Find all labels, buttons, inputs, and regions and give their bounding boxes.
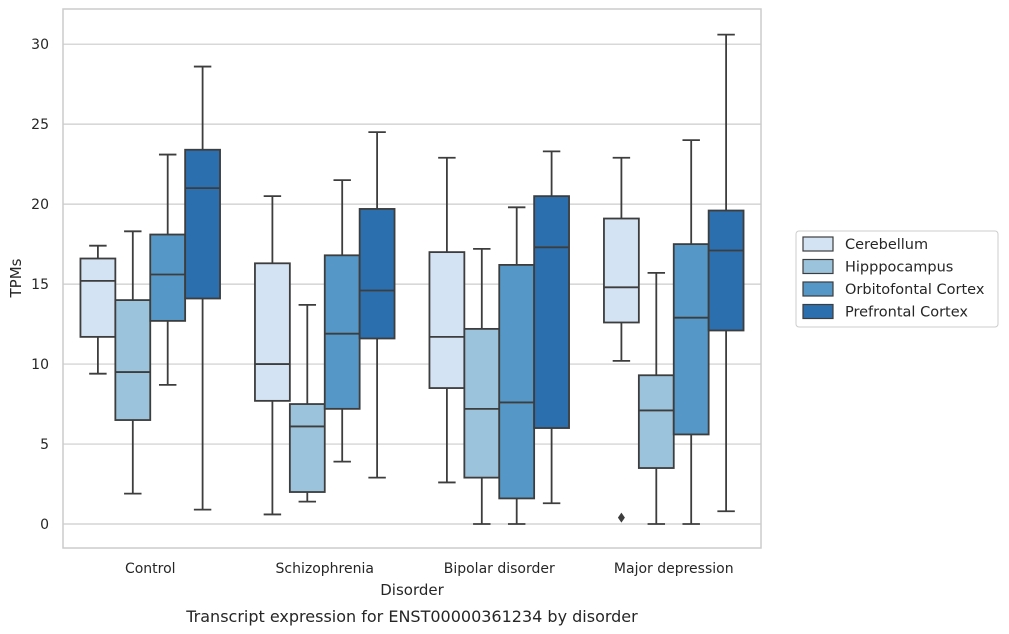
box-3-0 bbox=[184, 65, 221, 511]
box-3-3 bbox=[707, 33, 745, 513]
x-tick-label-3: Major depression bbox=[614, 561, 734, 577]
y-tick-label-2: 10 bbox=[31, 357, 49, 373]
legend-swatch-2 bbox=[802, 281, 834, 297]
box-3-1 bbox=[358, 131, 396, 479]
box-body bbox=[79, 257, 117, 338]
box-2-3 bbox=[672, 139, 710, 525]
box-0-0 bbox=[79, 244, 117, 375]
legend-label-1: Hipppocampus bbox=[845, 260, 953, 276]
legend-frame bbox=[795, 230, 999, 328]
box-3-2 bbox=[533, 150, 570, 505]
y-tick-label-4: 20 bbox=[31, 197, 49, 213]
box-body bbox=[603, 217, 640, 324]
box-0-2 bbox=[428, 156, 466, 484]
x-tick-label-0: Control bbox=[125, 561, 176, 577]
legend: Cerebellum Hipppocampus Orbitofontal Corte… bbox=[795, 230, 999, 328]
box-2-2 bbox=[498, 206, 536, 525]
box-1-2 bbox=[463, 248, 501, 525]
legend-label-2: Orbitofontal Cortex bbox=[845, 282, 985, 298]
box-body bbox=[533, 195, 570, 429]
y-axis-label: TPMs bbox=[7, 258, 25, 298]
y-tick-label-5: 25 bbox=[31, 117, 49, 133]
legend-swatch-0 bbox=[802, 236, 834, 252]
box-body bbox=[672, 243, 710, 436]
outlier-point-0 bbox=[617, 512, 625, 523]
x-axis-label: Disorder bbox=[380, 581, 444, 599]
box-body bbox=[323, 254, 361, 410]
box-body bbox=[707, 209, 745, 332]
y-tick-labels: 0 5 10 15 20 25 30 bbox=[31, 37, 49, 533]
box-1-1 bbox=[288, 303, 326, 503]
legend-swatch-1 bbox=[802, 258, 834, 275]
box-body bbox=[358, 208, 396, 340]
box-1-0 bbox=[114, 230, 152, 495]
box-body bbox=[149, 233, 187, 322]
box-body bbox=[114, 299, 152, 421]
x-tick-labels: Control Schizophrenia Bipolar disorder Majo… bbox=[125, 561, 734, 577]
box-body bbox=[637, 374, 675, 469]
box-body bbox=[428, 251, 466, 389]
box-0-3 bbox=[603, 156, 640, 523]
box-1-3 bbox=[637, 272, 675, 525]
legend-label-3: Prefrontal Cortex bbox=[845, 305, 968, 321]
box-0-1 bbox=[254, 195, 291, 516]
box-2-0 bbox=[149, 153, 187, 386]
x-tick-label-2: Bipolar disorder bbox=[444, 561, 555, 577]
box-2-1 bbox=[323, 179, 361, 463]
box-body bbox=[288, 403, 326, 493]
box-body bbox=[463, 327, 501, 479]
y-tick-label-6: 30 bbox=[31, 37, 49, 53]
box-body bbox=[184, 148, 221, 300]
y-tick-label-0: 0 bbox=[40, 517, 49, 533]
box-body bbox=[254, 262, 291, 402]
plot-frame bbox=[62, 8, 762, 549]
y-tick-label-3: 15 bbox=[31, 277, 49, 293]
legend-swatch-3 bbox=[802, 303, 834, 320]
legend-label-0: Cerebellum bbox=[845, 237, 928, 253]
x-tick-label-1: Schizophrenia bbox=[276, 561, 374, 577]
chart-caption: Transcript expression for ENST0000036123… bbox=[185, 607, 638, 626]
y-tick-label-1: 5 bbox=[40, 437, 49, 453]
box-series bbox=[79, 33, 745, 525]
box-body bbox=[498, 264, 536, 500]
